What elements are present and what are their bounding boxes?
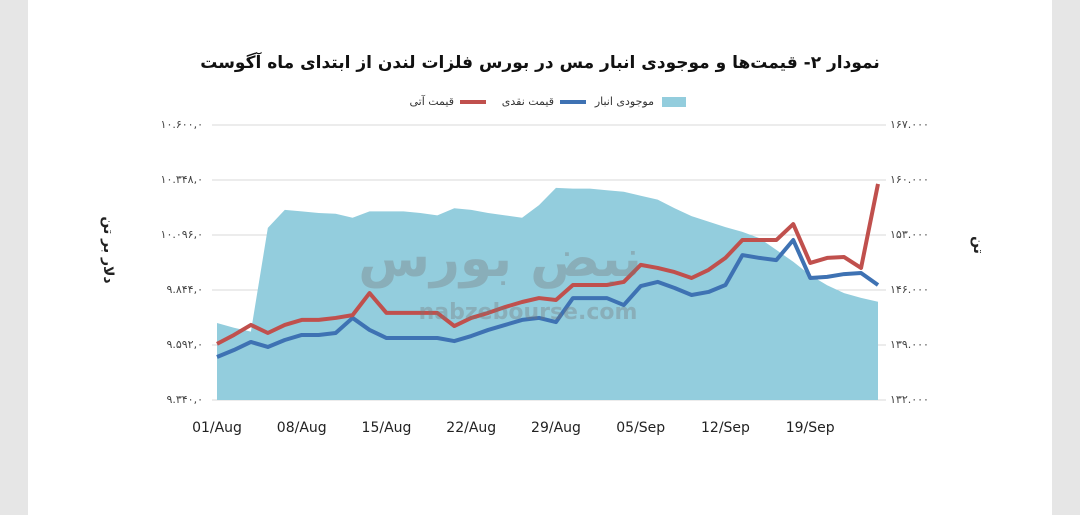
line	[216, 183, 880, 346]
y2-tick-label: ۱۳۹.۰۰۰	[890, 338, 929, 351]
legend-swatch	[662, 97, 686, 107]
area	[217, 187, 878, 400]
x-tick-label: 29/Aug	[531, 420, 581, 436]
watermark: نبض بورس	[358, 229, 642, 289]
y2-tick-label: ۱۳۲.۰۰۰	[890, 393, 929, 406]
y-axis-label: دلار بر تن	[100, 216, 116, 283]
x-tick-label: 15/Aug	[362, 420, 412, 436]
y-tick-label: ۹.۸۴۴,۰	[166, 283, 203, 296]
y-tick-label: ۱۰.۶۰۰,۰	[161, 118, 203, 131]
x-tick-label: 05/Sep	[616, 420, 665, 436]
y2-tick-label: ۱۶۷.۰۰۰	[890, 118, 929, 131]
y-tick-label: ۱۰.۰۹۶,۰	[161, 228, 203, 241]
line	[216, 238, 880, 359]
chart-title: نمودار ۲- قیمت‌ها و موجودی انبار مس در ب…	[200, 51, 880, 73]
y2-tick-label: ۱۶۰.۰۰۰	[890, 173, 929, 186]
x-tick-label: 12/Sep	[701, 420, 750, 436]
x-tick-label: 01/Aug	[192, 420, 242, 436]
x-tick-label: 22/Aug	[446, 420, 496, 436]
y-tick-label: ۱۰.۳۴۸,۰	[161, 173, 203, 186]
y-tick-label: ۹.۵۹۲,۰	[166, 338, 203, 351]
watermark: nabzebourse.com	[419, 300, 638, 325]
y2-tick-label: ۱۴۶.۰۰۰	[890, 283, 929, 296]
legend-label: موجودی انبار	[594, 95, 654, 108]
y2-tick-label: ۱۵۳.۰۰۰	[890, 228, 929, 241]
legend-label: قیمت نقدی	[502, 95, 554, 108]
y-tick-label: ۹.۳۴۰,۰	[166, 393, 203, 406]
legend-label: قیمت آتی	[409, 94, 454, 108]
x-tick-label: 19/Sep	[786, 420, 835, 436]
x-tick-label: 08/Aug	[277, 420, 327, 436]
y2-axis-label: تن	[970, 236, 986, 254]
